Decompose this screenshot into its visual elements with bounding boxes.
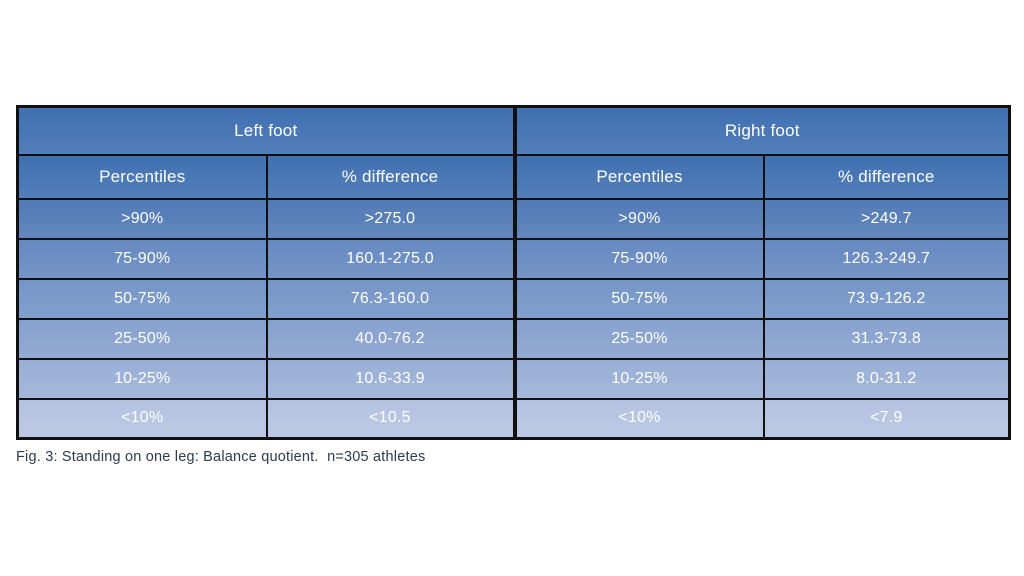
cell-left-difference: 40.0-76.2 xyxy=(265,317,516,360)
cell-right-percentile: >90% xyxy=(512,197,765,240)
cell-left-difference: 160.1-275.0 xyxy=(265,237,516,280)
cell-right-difference: >249.7 xyxy=(762,197,1011,240)
table-row: 75-90% 160.1-275.0 75-90% 126.3-249.7 xyxy=(16,237,1011,280)
column-header-difference-right: % difference xyxy=(762,153,1011,200)
column-header-percentiles-left: Percentiles xyxy=(16,153,268,200)
cell-left-percentile: 25-50% xyxy=(16,317,268,360)
cell-left-difference: 10.6-33.9 xyxy=(265,357,516,400)
cell-left-difference: 76.3-160.0 xyxy=(265,277,516,320)
table-row: 10-25% 10.6-33.9 10-25% 8.0-31.2 xyxy=(16,357,1011,400)
table-row: 25-50% 40.0-76.2 25-50% 31.3-73.8 xyxy=(16,317,1011,360)
group-header-row: Left foot Right foot xyxy=(16,105,1011,156)
cell-right-percentile: 50-75% xyxy=(512,277,765,320)
cell-right-difference: 73.9-126.2 xyxy=(762,277,1011,320)
table-row: >90% >275.0 >90% >249.7 xyxy=(16,197,1011,240)
column-header-difference-left: % difference xyxy=(265,153,516,200)
cell-right-percentile: 75-90% xyxy=(512,237,765,280)
right-foot-group-header: Right foot xyxy=(512,105,1011,156)
column-header-row: Percentiles % difference Percentiles % d… xyxy=(16,153,1011,200)
figure-caption: Fig. 3: Standing on one leg: Balance quo… xyxy=(16,449,426,465)
cell-left-percentile: >90% xyxy=(16,197,268,240)
cell-left-percentile: 10-25% xyxy=(16,357,268,400)
cell-right-difference: 31.3-73.8 xyxy=(762,317,1011,360)
cell-left-percentile: 75-90% xyxy=(16,237,268,280)
cell-right-percentile: 25-50% xyxy=(512,317,765,360)
cell-right-difference: 8.0-31.2 xyxy=(762,357,1011,400)
cell-right-percentile: <10% xyxy=(512,397,765,440)
cell-left-percentile: <10% xyxy=(16,397,268,440)
cell-right-difference: 126.3-249.7 xyxy=(762,237,1011,280)
cell-left-difference: >275.0 xyxy=(265,197,516,240)
balance-quotient-table: Left foot Right foot Percentiles % diffe… xyxy=(16,105,1012,440)
cell-left-difference: <10.5 xyxy=(265,397,516,440)
column-header-percentiles-right: Percentiles xyxy=(512,153,765,200)
table-row: 50-75% 76.3-160.0 50-75% 73.9-126.2 xyxy=(16,277,1011,320)
cell-right-difference: <7.9 xyxy=(762,397,1011,440)
cell-left-percentile: 50-75% xyxy=(16,277,268,320)
left-foot-group-header: Left foot xyxy=(16,105,516,156)
table-row: <10% <10.5 <10% <7.9 xyxy=(16,397,1011,440)
cell-right-percentile: 10-25% xyxy=(512,357,765,400)
